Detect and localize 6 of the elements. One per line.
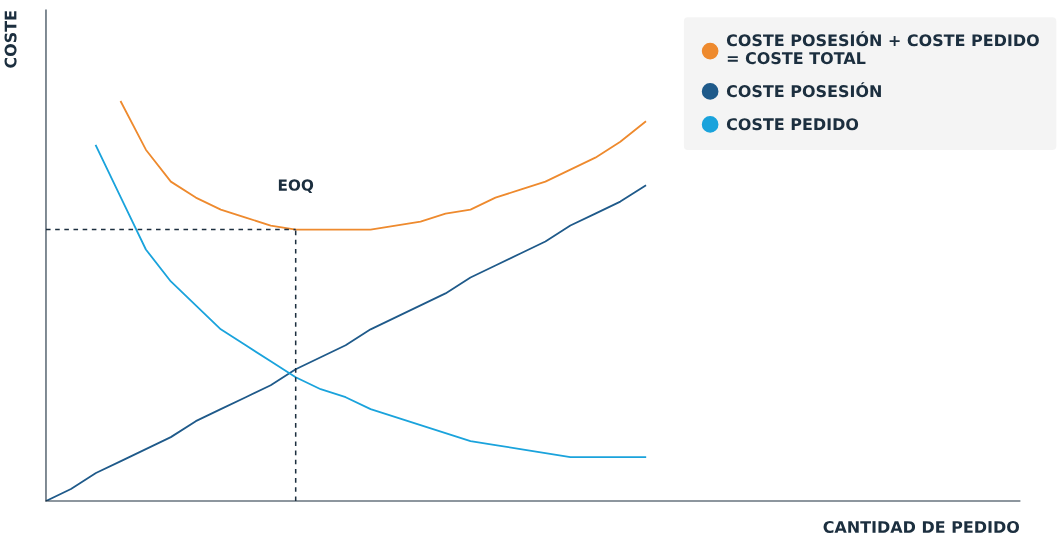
- legend-label: COSTE POSESIÓN + COSTE PEDIDO = COSTE TOTAL: [726, 31, 1039, 65]
- x-axis-title: CANTIDAD DE PEDIDO: [823, 520, 1020, 534]
- y-axis-title: COSTE: [4, 11, 17, 68]
- legend-label: COSTE PEDIDO: [726, 118, 859, 131]
- annotation: EOQ: [278, 179, 314, 193]
- legend-label: COSTE POSESIÓN: [726, 82, 881, 98]
